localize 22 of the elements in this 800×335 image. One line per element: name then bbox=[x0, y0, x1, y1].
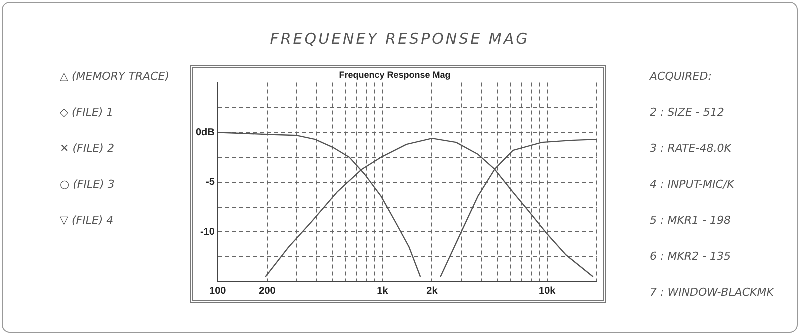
text: ▽ (FILE) 4 bbox=[60, 214, 115, 229]
chart-subtitle: Frequency Response Mag bbox=[339, 70, 451, 80]
text: 7 : WINDOW-BLACKMK bbox=[650, 286, 774, 301]
text: 5 : MKR1 - 198 bbox=[650, 214, 732, 229]
chart-title: FREQUENEY RESPONSE MAG bbox=[269, 30, 531, 48]
text: ○ (FILE) 3 bbox=[60, 178, 116, 193]
text: 4 : INPUT-MIC/K bbox=[650, 178, 736, 193]
x-tick-label: 200 bbox=[259, 286, 276, 297]
y-tick-label: -5 bbox=[206, 177, 216, 188]
text: △ (MEMORY TRACE) bbox=[60, 70, 170, 85]
text: ACQUIRED: bbox=[650, 70, 713, 85]
text: 6 : MKR2 - 135 bbox=[650, 250, 732, 265]
x-tick-label: 10k bbox=[539, 286, 556, 297]
y-tick-label: -10 bbox=[200, 226, 216, 238]
text: ◇ (FILE) 1 bbox=[60, 106, 115, 121]
x-tick-label: 1k bbox=[377, 286, 389, 297]
text: ✕ (FILE) 2 bbox=[60, 142, 116, 157]
x-tick-label: 100 bbox=[210, 286, 227, 297]
text: 2 : SIZE - 512 bbox=[650, 106, 726, 121]
x-tick-label: 2k bbox=[426, 286, 438, 297]
text: 3 : RATE-48.0K bbox=[650, 142, 733, 157]
y-tick-label: 0dB bbox=[196, 127, 215, 138]
